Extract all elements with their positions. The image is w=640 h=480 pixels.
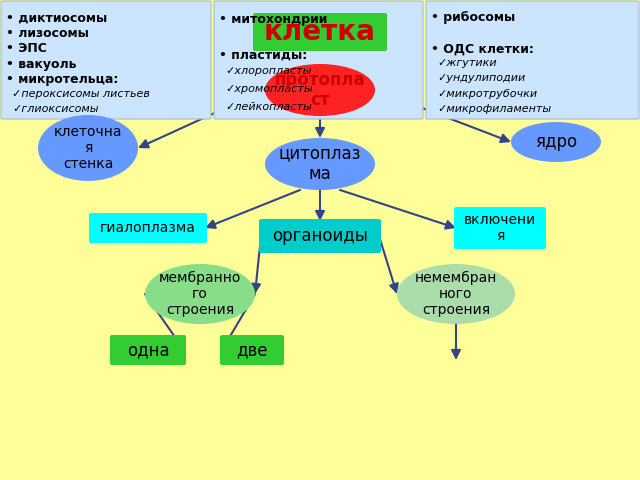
- Text: ядро: ядро: [535, 133, 577, 151]
- FancyBboxPatch shape: [454, 207, 546, 249]
- Text: цитоплаз
ма: цитоплаз ма: [279, 144, 361, 183]
- FancyBboxPatch shape: [214, 1, 423, 119]
- Text: ✓жгутики: ✓жгутики: [437, 58, 497, 68]
- Ellipse shape: [265, 138, 375, 190]
- Ellipse shape: [145, 264, 255, 324]
- Text: клеточна
я
стенка: клеточна я стенка: [54, 125, 122, 171]
- Text: мембранно
го
строения: мембранно го строения: [159, 271, 241, 317]
- Text: гиалоплазма: гиалоплазма: [100, 221, 196, 235]
- FancyBboxPatch shape: [1, 1, 211, 119]
- Text: ✓хлоропласты: ✓хлоропласты: [225, 66, 312, 76]
- FancyBboxPatch shape: [220, 335, 284, 365]
- Text: • митохондрии: • митохондрии: [219, 12, 328, 26]
- Text: ✓хромопласты: ✓хромопласты: [225, 84, 312, 94]
- Text: ✓лейкопласты: ✓лейкопласты: [225, 102, 312, 112]
- Text: • диктиосомы: • диктиосомы: [6, 11, 108, 24]
- Ellipse shape: [38, 115, 138, 181]
- Text: две: две: [236, 341, 268, 359]
- Text: ✓микрофиламенты: ✓микрофиламенты: [437, 104, 551, 114]
- Text: ✓ундулиподии: ✓ундулиподии: [437, 73, 525, 83]
- Text: немембран
ного
строения: немембран ного строения: [415, 271, 497, 317]
- Ellipse shape: [511, 122, 601, 162]
- Text: включени
я: включени я: [464, 213, 536, 243]
- Text: протопла
ст: протопла ст: [275, 71, 365, 109]
- Text: клетка: клетка: [264, 18, 376, 46]
- FancyBboxPatch shape: [89, 213, 207, 243]
- Text: • лизосомы: • лизосомы: [6, 27, 89, 40]
- Text: • пластиды:: • пластиды:: [219, 48, 307, 61]
- FancyBboxPatch shape: [110, 335, 186, 365]
- Text: • ОДС клетки:: • ОДС клетки:: [431, 42, 534, 55]
- Text: • микротельца:: • микротельца:: [6, 73, 118, 86]
- Text: • вакуоль: • вакуоль: [6, 58, 77, 71]
- Text: ✓микротрубочки: ✓микротрубочки: [437, 89, 537, 98]
- FancyBboxPatch shape: [253, 13, 387, 51]
- FancyBboxPatch shape: [259, 219, 381, 253]
- Text: ✓пероксисомы листьев: ✓пероксисомы листьев: [12, 89, 150, 98]
- FancyBboxPatch shape: [426, 1, 639, 119]
- Ellipse shape: [265, 64, 375, 116]
- Text: одна: одна: [127, 341, 170, 359]
- Text: ✓глиоксисомы: ✓глиоксисомы: [12, 104, 99, 114]
- Ellipse shape: [397, 264, 515, 324]
- Text: органоиды: органоиды: [272, 227, 368, 245]
- Text: • рибосомы: • рибосомы: [431, 11, 515, 24]
- Text: • ЭПС: • ЭПС: [6, 42, 47, 55]
